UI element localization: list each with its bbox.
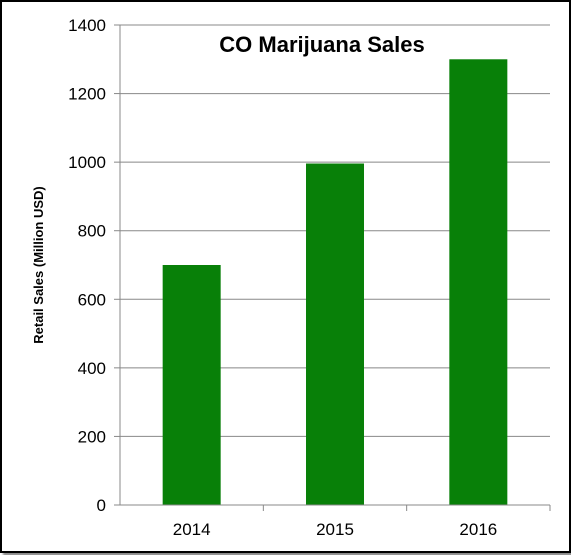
y-tick-label: 0 xyxy=(97,496,106,515)
x-tick-label: 2014 xyxy=(173,520,211,539)
chart-title: CO Marijuana Sales xyxy=(219,32,424,57)
bar-2016 xyxy=(449,59,508,506)
y-tick-label: 1200 xyxy=(68,85,106,104)
y-tick-label: 1400 xyxy=(68,16,106,35)
bar-2014 xyxy=(162,265,221,505)
x-tick-label: 2015 xyxy=(316,520,354,539)
y-axis-title: Retail Sales (Million USD) xyxy=(31,186,46,343)
axes: 0 200 400 600 800 1000 1200 1400 2014 2015 2016 xyxy=(68,16,551,539)
x-tick-label: 2016 xyxy=(459,520,497,539)
y-tick-label: 200 xyxy=(78,427,106,446)
bar-2015 xyxy=(306,163,364,505)
y-tick-label: 400 xyxy=(78,359,106,378)
y-tick-label: 800 xyxy=(78,222,106,241)
y-tick-label: 1000 xyxy=(68,153,106,172)
y-tick-label: 600 xyxy=(78,290,106,309)
bars xyxy=(162,59,508,506)
